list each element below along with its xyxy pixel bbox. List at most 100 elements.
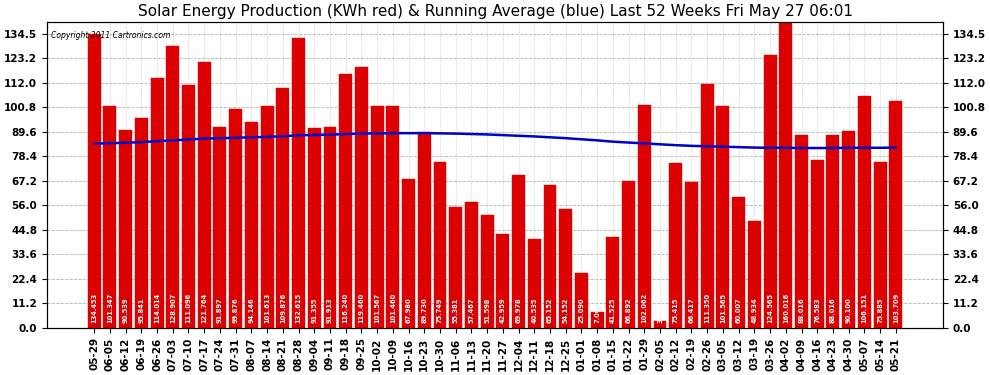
- Text: 95.841: 95.841: [139, 298, 145, 323]
- Text: 67.980: 67.980: [406, 298, 412, 323]
- Bar: [355, 67, 368, 328]
- Text: 55.381: 55.381: [452, 298, 458, 323]
- Bar: [340, 74, 352, 328]
- Bar: [512, 175, 525, 328]
- Text: 57.467: 57.467: [468, 298, 474, 323]
- Bar: [747, 221, 760, 328]
- Bar: [653, 321, 666, 328]
- Text: 7.009: 7.009: [594, 302, 600, 323]
- Bar: [779, 0, 792, 328]
- Text: 66.417: 66.417: [688, 298, 694, 323]
- Bar: [434, 162, 446, 328]
- Bar: [166, 46, 179, 328]
- Text: 101.567: 101.567: [374, 293, 380, 323]
- Bar: [276, 87, 289, 328]
- Bar: [528, 239, 541, 328]
- Text: 99.876: 99.876: [233, 298, 239, 323]
- Text: 91.897: 91.897: [217, 298, 223, 323]
- Text: 134.453: 134.453: [91, 293, 97, 323]
- Text: 48.934: 48.934: [751, 298, 757, 323]
- Text: 69.978: 69.978: [516, 298, 522, 323]
- Bar: [638, 105, 650, 328]
- Text: 114.014: 114.014: [154, 293, 160, 323]
- Text: 75.749: 75.749: [437, 298, 443, 323]
- Bar: [449, 207, 462, 328]
- Text: 91.355: 91.355: [311, 298, 317, 323]
- Bar: [119, 130, 132, 328]
- Bar: [842, 131, 855, 328]
- Bar: [150, 78, 163, 328]
- Bar: [88, 34, 101, 328]
- Text: 60.007: 60.007: [736, 298, 742, 323]
- Text: 90.100: 90.100: [845, 298, 851, 323]
- Text: 119.460: 119.460: [358, 293, 364, 323]
- Text: 40.535: 40.535: [532, 298, 538, 323]
- Text: 116.240: 116.240: [343, 293, 348, 323]
- Text: 89.730: 89.730: [422, 298, 428, 323]
- Title: Solar Energy Production (KWh red) & Running Average (blue) Last 52 Weeks Fri May: Solar Energy Production (KWh red) & Runn…: [138, 4, 852, 19]
- Text: 132.615: 132.615: [296, 293, 302, 323]
- Text: 128.907: 128.907: [169, 293, 176, 323]
- Bar: [717, 106, 730, 328]
- Bar: [763, 56, 776, 328]
- Text: 101.347: 101.347: [107, 293, 113, 323]
- Bar: [135, 118, 148, 328]
- Text: 102.062: 102.062: [642, 293, 647, 323]
- Text: 111.350: 111.350: [704, 293, 710, 323]
- Bar: [889, 101, 902, 328]
- Text: 88.016: 88.016: [799, 298, 805, 323]
- Bar: [858, 96, 871, 328]
- Bar: [465, 202, 478, 328]
- Text: 94.146: 94.146: [248, 298, 254, 323]
- Bar: [402, 179, 415, 328]
- Text: 65.152: 65.152: [547, 298, 553, 323]
- Text: 76.583: 76.583: [814, 298, 821, 323]
- Bar: [733, 196, 745, 328]
- Text: 103.709: 103.709: [893, 293, 899, 323]
- Bar: [795, 135, 808, 328]
- Bar: [481, 215, 494, 328]
- Bar: [496, 234, 509, 328]
- Text: 91.913: 91.913: [327, 298, 333, 323]
- Bar: [214, 127, 227, 328]
- Bar: [418, 132, 431, 328]
- Text: 66.892: 66.892: [626, 298, 632, 323]
- Text: 25.090: 25.090: [578, 298, 584, 323]
- Text: 90.539: 90.539: [123, 298, 129, 323]
- Text: 75.415: 75.415: [673, 298, 679, 323]
- Text: 101.460: 101.460: [390, 293, 396, 323]
- Bar: [260, 106, 273, 328]
- Text: 51.598: 51.598: [484, 298, 490, 323]
- Bar: [292, 38, 305, 328]
- Text: 106.151: 106.151: [861, 293, 867, 323]
- Text: 42.959: 42.959: [500, 298, 506, 323]
- Text: 160.016: 160.016: [783, 293, 789, 323]
- Bar: [685, 183, 698, 328]
- Bar: [811, 160, 824, 328]
- Bar: [104, 106, 117, 328]
- Text: 111.096: 111.096: [185, 293, 191, 323]
- Bar: [370, 106, 383, 328]
- Bar: [622, 182, 635, 328]
- Text: 75.885: 75.885: [877, 298, 883, 323]
- Text: 54.152: 54.152: [562, 298, 568, 323]
- Bar: [182, 85, 195, 328]
- Bar: [873, 162, 886, 328]
- Bar: [245, 122, 257, 328]
- Bar: [607, 237, 620, 328]
- Bar: [701, 84, 714, 328]
- Bar: [198, 62, 211, 328]
- Bar: [230, 110, 243, 328]
- Bar: [591, 312, 604, 328]
- Bar: [575, 273, 588, 328]
- Text: 3.152: 3.152: [657, 302, 663, 323]
- Text: 124.565: 124.565: [767, 293, 773, 323]
- Text: 109.876: 109.876: [280, 293, 286, 323]
- Bar: [827, 135, 840, 328]
- Text: 88.016: 88.016: [830, 298, 836, 323]
- Bar: [324, 127, 337, 328]
- Text: 121.764: 121.764: [201, 293, 207, 323]
- Text: 101.565: 101.565: [720, 293, 726, 323]
- Text: Copyright 2011 Cartronics.com: Copyright 2011 Cartronics.com: [51, 31, 171, 40]
- Bar: [559, 209, 572, 328]
